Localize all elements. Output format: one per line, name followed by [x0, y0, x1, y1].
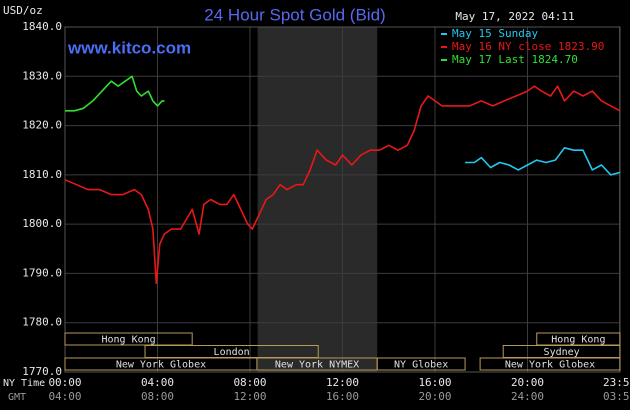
session-label: New York Globex [505, 360, 595, 371]
y-tick-label: 1770.0 [22, 365, 62, 378]
legend-label: May 15 Sunday [452, 27, 538, 40]
x-row-label: NY Time [3, 378, 45, 389]
watermark: www.kitco.com [67, 38, 191, 57]
x-tick-label: 12:00 [326, 376, 359, 389]
x-tick-label: 16:00 [418, 376, 451, 389]
y-tick-label: 1810.0 [22, 168, 62, 181]
y-tick-label: 1780.0 [22, 316, 62, 329]
x2-tick-label: 04:00 [48, 390, 81, 403]
session-label: Hong Kong [102, 335, 156, 346]
x-tick-label: 00:00 [48, 376, 81, 389]
session-label: Hong Kong [551, 335, 605, 346]
x2-tick-label: 08:00 [141, 390, 174, 403]
legend-label: May 17 Last 1824.70 [452, 53, 578, 66]
y-tick-label: 1800.0 [22, 217, 62, 230]
y-tick-label: 1790.0 [22, 266, 62, 279]
timestamp: May 17, 2022 04:11 [455, 10, 574, 23]
x2-tick-label: 03:59 [603, 390, 630, 403]
x-tick-label: 23:59 [603, 376, 630, 389]
x2-tick-label: 12:00 [233, 390, 266, 403]
session-label: London [214, 347, 250, 358]
x-tick-label: 04:00 [141, 376, 174, 389]
session-label: NY Globex [394, 360, 448, 371]
series-line [465, 147, 621, 176]
x2-tick-label: 20:00 [418, 390, 451, 403]
x2-row-label: GMT [8, 392, 26, 403]
chart-title: 24 Hour Spot Gold (Bid) [204, 5, 385, 24]
session-label: Sydney [544, 347, 580, 358]
y-axis-label: USD/oz [3, 4, 43, 17]
x2-tick-label: 24:00 [511, 390, 544, 403]
session-label: New York Globex [116, 360, 206, 371]
session-box [64, 332, 193, 346]
x2-tick-label: 16:00 [326, 390, 359, 403]
y-tick-label: 1840.0 [22, 20, 62, 33]
y-tick-label: 1820.0 [22, 119, 62, 132]
x-tick-label: 08:00 [233, 376, 266, 389]
session-box [479, 357, 621, 371]
x-tick-label: 20:00 [511, 376, 544, 389]
series-line [64, 85, 621, 285]
session-label: New York NYMEX [275, 360, 359, 371]
plot-frame [64, 26, 621, 373]
shaded-region [257, 27, 378, 372]
legend-label: May 16 NY close 1823.90 [452, 40, 604, 53]
series-line [65, 75, 165, 112]
y-tick-label: 1830.0 [22, 69, 62, 82]
session-box [376, 357, 466, 371]
